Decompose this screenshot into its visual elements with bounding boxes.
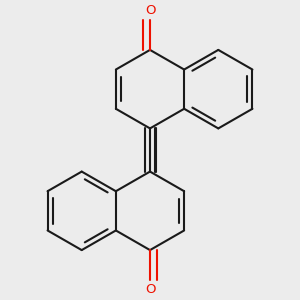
Text: O: O xyxy=(145,283,155,296)
Text: O: O xyxy=(145,4,155,17)
